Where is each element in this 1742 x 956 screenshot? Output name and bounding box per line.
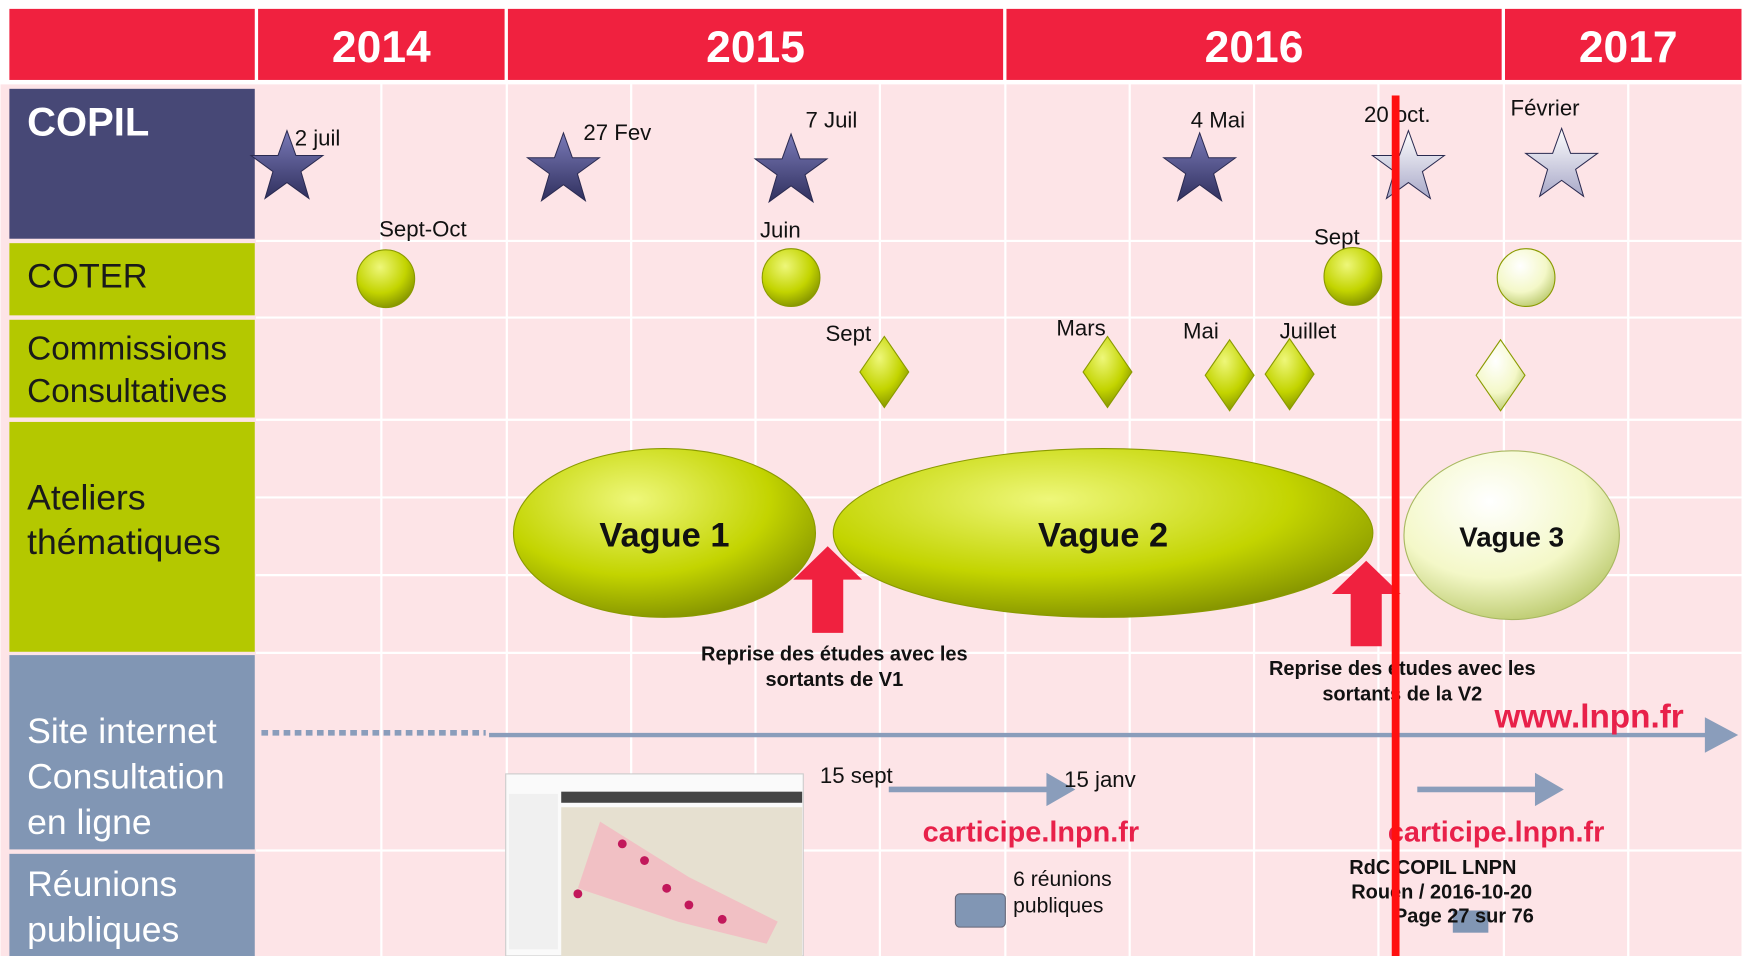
footer-line: Page 27 sur 76 <box>1394 906 1534 928</box>
footer-line: Rouen / 2016-10-20 <box>1351 881 1532 903</box>
date: 27 Fev <box>583 120 652 145</box>
date: Mars <box>1056 315 1105 340</box>
wave-label: Vague 1 <box>599 516 729 554</box>
date: 15 janv <box>1064 767 1136 792</box>
footer-line: RdC COPIL LNPN <box>1349 857 1516 879</box>
row-label: COPIL <box>27 100 149 144</box>
row-label: Commissions Consultatives <box>27 329 255 413</box>
year: 2015 <box>706 23 805 72</box>
date: 2 juil <box>295 125 341 150</box>
year: 2017 <box>1579 23 1678 72</box>
row-labels: COPIL COTER Commissions Consultatives At… <box>9 89 254 956</box>
url: carticipe.lnpn.fr <box>1388 817 1605 849</box>
timeline-slide: 2014 2015 2016 2017 COPIL COTER Commissi… <box>0 0 1742 956</box>
year: 2014 <box>332 23 431 72</box>
date: 15 sept <box>820 763 893 788</box>
date: Sept <box>825 321 871 346</box>
waves: Vague 1 Vague 2 Vague 3 <box>513 449 1619 620</box>
header: 2014 2015 2016 2017 <box>0 0 1741 84</box>
year: 2016 <box>1205 23 1304 72</box>
row-label: Ateliers thématiques <box>27 475 255 564</box>
wave-label: Vague 2 <box>1038 516 1168 554</box>
row-label: Site internet Consultation en ligne <box>27 708 255 845</box>
note: Reprise des études avec les sortants de … <box>689 642 980 693</box>
wave-label: Vague 3 <box>1459 521 1564 552</box>
date: Mai <box>1183 319 1219 344</box>
screenshot-thumbnail <box>506 774 804 956</box>
meeting-note: 6 réunions publiques <box>1013 867 1124 920</box>
date: 7 Juil <box>805 108 857 133</box>
row-label: Réunions publiques <box>27 862 255 953</box>
date: Février <box>1511 95 1581 120</box>
date: 4 Mai <box>1191 108 1245 133</box>
url: carticipe.lnpn.fr <box>923 817 1140 849</box>
date: Sept <box>1314 224 1360 249</box>
scroll-icon <box>955 894 1005 927</box>
date: Juin <box>760 218 801 243</box>
url: www.lnpn.fr <box>1493 698 1683 735</box>
today-line <box>1392 95 1400 956</box>
date: Sept-Oct <box>379 217 467 242</box>
row-label: COTER <box>27 258 147 296</box>
